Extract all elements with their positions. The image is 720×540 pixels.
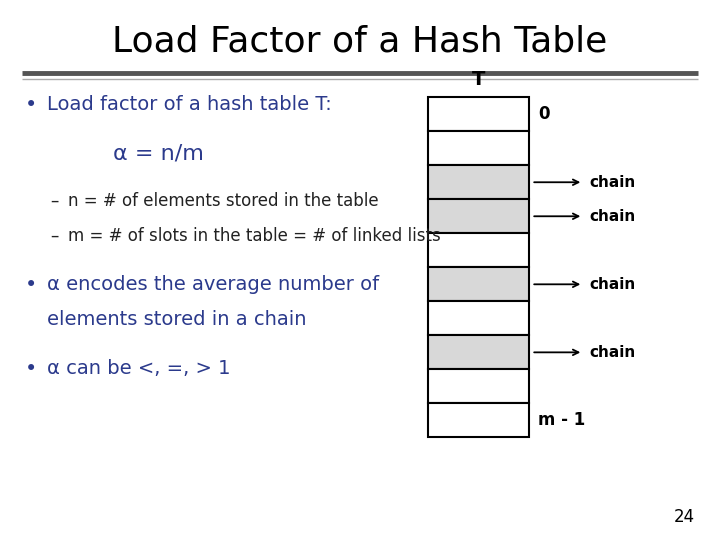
Text: α can be <, =, > 1: α can be <, =, > 1: [47, 359, 230, 378]
Text: n = # of elements stored in the table: n = # of elements stored in the table: [68, 192, 379, 210]
Text: Load factor of a hash table T:: Load factor of a hash table T:: [47, 94, 331, 113]
Text: 0: 0: [538, 105, 549, 123]
Text: chain: chain: [589, 175, 635, 190]
Text: T: T: [472, 70, 485, 89]
Text: –: –: [50, 227, 59, 245]
Text: chain: chain: [589, 277, 635, 292]
Text: Load Factor of a Hash Table: Load Factor of a Hash Table: [112, 24, 608, 58]
Text: –: –: [50, 192, 59, 210]
Text: 24: 24: [674, 509, 695, 526]
Text: elements stored in a chain: elements stored in a chain: [47, 310, 306, 329]
Text: α encodes the average number of: α encodes the average number of: [47, 275, 379, 294]
Text: chain: chain: [589, 345, 635, 360]
Text: •: •: [25, 359, 37, 379]
Text: α = n/m: α = n/m: [113, 143, 204, 163]
Text: m - 1: m - 1: [538, 411, 585, 429]
Text: •: •: [25, 94, 37, 114]
Text: •: •: [25, 275, 37, 295]
Text: chain: chain: [589, 209, 635, 224]
Text: m = # of slots in the table = # of linked lists: m = # of slots in the table = # of linke…: [68, 227, 441, 245]
